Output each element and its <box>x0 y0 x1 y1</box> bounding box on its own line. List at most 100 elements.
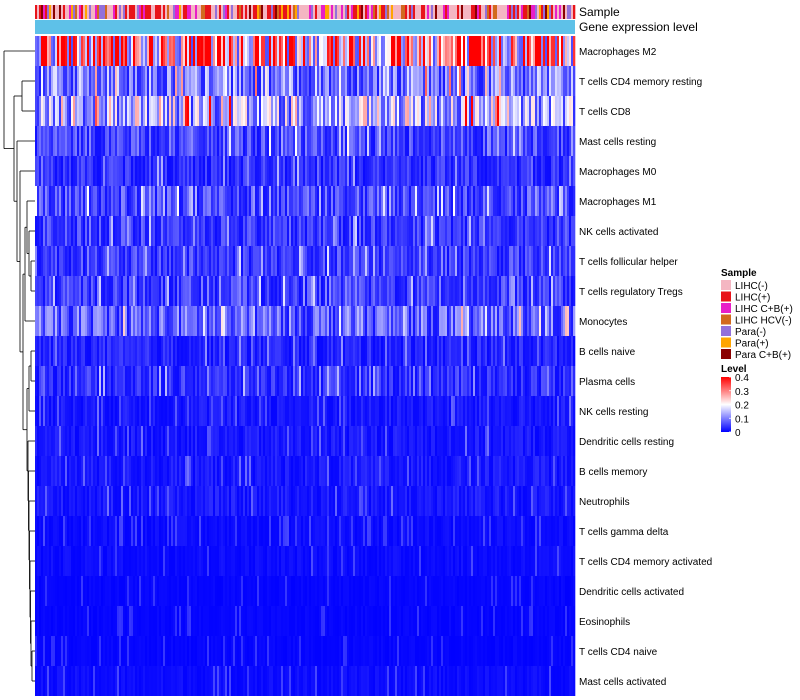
heatmap-cell <box>497 426 500 456</box>
heatmap-cell <box>233 456 236 486</box>
heatmap-cell <box>297 126 300 156</box>
heatmap-cell <box>305 126 308 156</box>
heatmap-cell <box>183 516 186 546</box>
heatmap-cell <box>507 396 510 426</box>
heatmap-cell <box>51 66 54 96</box>
heatmap-cell <box>283 216 286 246</box>
sample-annotation-cell <box>383 5 386 19</box>
heatmap-cell <box>541 486 544 516</box>
heatmap-cell <box>407 426 410 456</box>
heatmap-cell <box>159 96 162 126</box>
heatmap-cell <box>257 156 260 186</box>
heatmap-cell <box>377 456 380 486</box>
heatmap-cell <box>79 426 82 456</box>
heatmap-cell <box>51 126 54 156</box>
heatmap-cell <box>337 66 340 96</box>
heatmap-cell <box>213 276 216 306</box>
heatmap-cell <box>505 246 508 276</box>
heatmap-cell <box>59 456 62 486</box>
heatmap-cell <box>141 36 144 66</box>
heatmap-cell <box>415 366 418 396</box>
heatmap-cell <box>245 96 248 126</box>
heatmap-cell <box>561 366 564 396</box>
heatmap-cell <box>87 516 90 546</box>
heatmap-cell <box>87 126 90 156</box>
heatmap-cell <box>301 36 304 66</box>
heatmap-cell <box>445 216 448 246</box>
heatmap-cell <box>99 426 102 456</box>
heatmap-cell <box>85 516 88 546</box>
heatmap-cell <box>375 96 378 126</box>
heatmap-cell <box>41 66 44 96</box>
heatmap-cell <box>345 96 348 126</box>
heatmap-cell <box>245 366 248 396</box>
heatmap-cell <box>223 156 226 186</box>
heatmap-cell <box>337 36 340 66</box>
heatmap-cell <box>57 126 60 156</box>
heatmap-cell <box>369 156 372 186</box>
heatmap-cell <box>129 246 132 276</box>
heatmap-cell <box>461 36 464 66</box>
heatmap-cell <box>287 186 290 216</box>
heatmap-cell <box>519 366 522 396</box>
heatmap-cell <box>205 246 208 276</box>
heatmap-cell <box>323 66 326 96</box>
heatmap-cell <box>349 486 352 516</box>
sample-annotation-cell <box>195 5 198 19</box>
heatmap-cell <box>257 216 260 246</box>
heatmap-cell <box>59 96 62 126</box>
heatmap-cell <box>413 126 416 156</box>
heatmap-cell <box>209 396 212 426</box>
heatmap-cell <box>95 456 98 486</box>
heatmap-cell <box>373 456 376 486</box>
heatmap-cell <box>201 486 204 516</box>
heatmap-cell <box>545 246 548 276</box>
heatmap-cell <box>399 96 402 126</box>
heatmap-cell <box>267 456 270 486</box>
heatmap-cell <box>545 156 548 186</box>
heatmap-cell <box>373 396 376 426</box>
heatmap-cell <box>223 366 226 396</box>
heatmap-cell <box>515 156 518 186</box>
sample-annotation-cell <box>83 5 86 19</box>
heatmap-cell <box>203 426 206 456</box>
heatmap-cell <box>487 366 490 396</box>
heatmap-cell <box>395 456 398 486</box>
heatmap-cell <box>489 336 492 366</box>
heatmap-cell <box>239 426 242 456</box>
heatmap-cell <box>491 156 494 186</box>
heatmap-cell <box>417 156 420 186</box>
heatmap-row <box>35 36 576 66</box>
heatmap-cell <box>401 156 404 186</box>
heatmap-cell <box>225 36 228 66</box>
heatmap-cell <box>529 216 532 246</box>
heatmap-cell <box>297 276 300 306</box>
heatmap-cell <box>175 336 178 366</box>
heatmap-cell <box>531 276 534 306</box>
heatmap-cell <box>309 396 312 426</box>
heatmap-cell <box>171 246 174 276</box>
heatmap-cell <box>517 396 520 426</box>
heatmap-cell <box>527 426 530 456</box>
sample-annotation-cell <box>213 5 216 19</box>
heatmap-cell <box>249 66 252 96</box>
sample-annotation-cell <box>49 5 52 19</box>
heatmap-cell <box>519 426 522 456</box>
sample-annotation-cell <box>305 5 308 19</box>
heatmap-cell <box>99 336 102 366</box>
sample-annotation-cell <box>299 5 302 19</box>
heatmap-cell <box>211 336 214 366</box>
heatmap-cell <box>287 426 290 456</box>
heatmap-cell <box>225 396 228 426</box>
heatmap-cell <box>439 186 442 216</box>
heatmap-cell <box>535 36 538 66</box>
heatmap-cell <box>463 246 466 276</box>
heatmap-cell <box>465 366 468 396</box>
sample-annotation-cell <box>157 5 160 19</box>
sample-annotation-cell <box>337 5 340 19</box>
heatmap-cell <box>321 486 324 516</box>
heatmap-cell <box>559 36 562 66</box>
heatmap-cell <box>323 126 326 156</box>
heatmap-cell <box>175 246 178 276</box>
heatmap-cell <box>553 156 556 186</box>
